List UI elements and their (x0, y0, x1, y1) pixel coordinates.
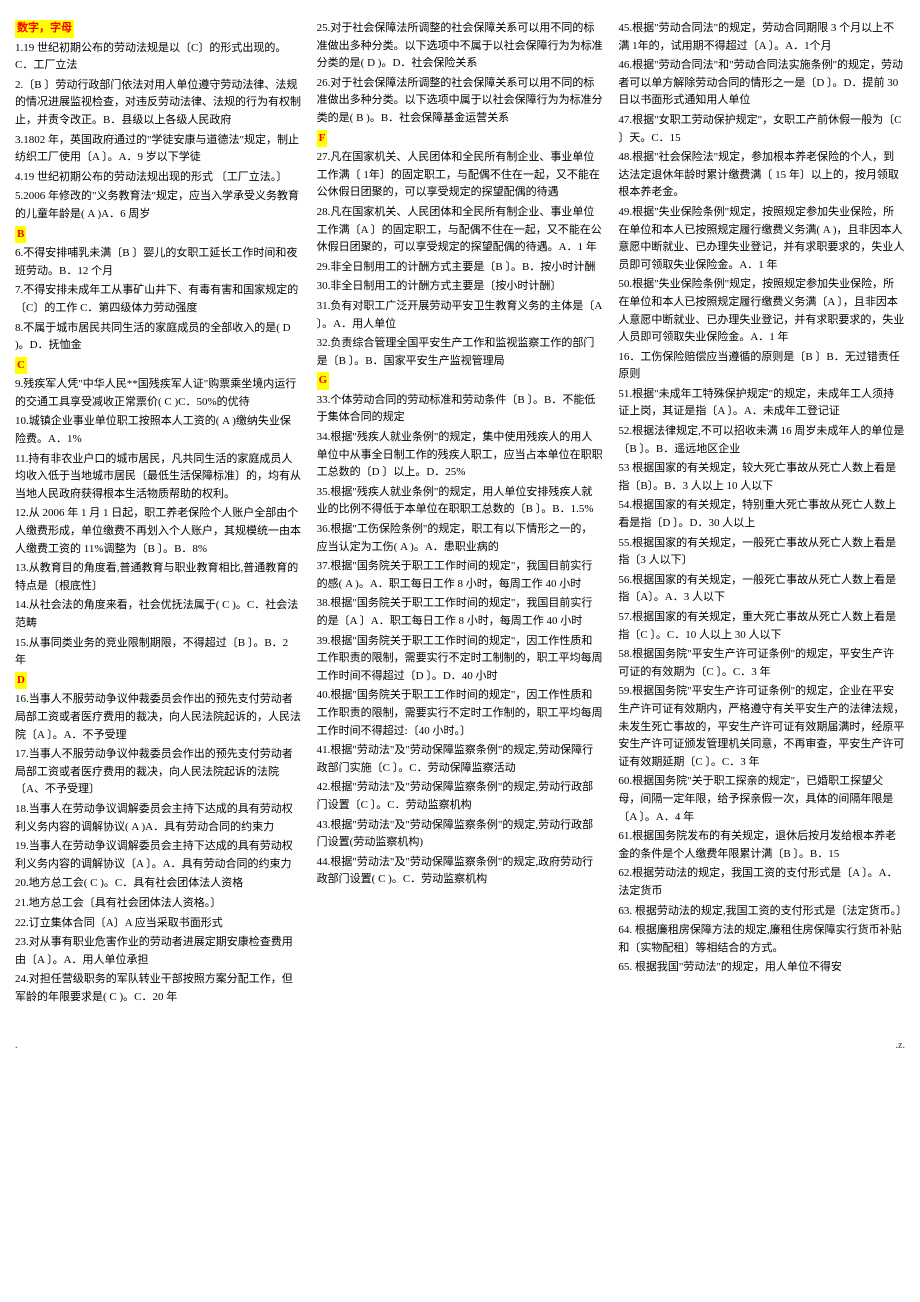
section-header: F (317, 130, 604, 148)
document-columns: 数字，字母1.19 世纪初期公布的劳动法规是以〔C〕的形式出现的。C．工厂立法2… (15, 20, 905, 1008)
question-item: 17.当事人不服劳动争议仲裁委员会作出的预先支付劳动者局部工资或者医疗费用的裁决… (15, 746, 302, 799)
question-item: 38.根据"国务院关于职工工作时间的规定"，我国目前实行的是〔A 〕A．职工每日… (317, 595, 604, 630)
question-item: 16．工伤保险赔偿应当遵循的原则是〔B 〕B．无过错责任原则 (618, 349, 905, 384)
question-item: 26.对于社会保障法所调整的社会保障关系可以用不同的标准做出多种分类。以下选项中… (317, 75, 604, 128)
page-footer: . .z. (15, 1038, 905, 1054)
question-item: 53 根据国家的有关规定，较大死亡事故从死亡人数上看是指〔B〕。B．3 人以上 … (618, 460, 905, 495)
section-letter: F (317, 130, 328, 148)
question-item: 48.根据"社会保险法"规定，参加根本养老保险的个人，到达法定退休年龄时累计缴费… (618, 149, 905, 202)
question-item: 20.地方总工会( C )。C．具有社会团体法人资格 (15, 875, 302, 893)
question-item: 59.根据国务院"平安生产许可证条例"的规定，企业在平安生产许可证有效期内，严格… (618, 683, 905, 771)
section-letter: C (15, 357, 27, 375)
question-item: 8.不属于城市居民共同生活的家庭成员的全部收入的是( D )。D．抚恤金 (15, 320, 302, 355)
question-item: 54.根据国家的有关规定，特别重大死亡事故从死亡人数上看是指〔D 〕。D．30 … (618, 497, 905, 532)
question-item: 39.根据"国务院关于职工工作时间的规定"，因工作性质和工作职责的限制，需要实行… (317, 633, 604, 686)
question-item: 31.负有对职工广泛开展劳动平安卫生教育义务的主体是〔A 〕。A．用人单位 (317, 298, 604, 333)
section-header: 数字，字母 (15, 20, 302, 38)
question-item: 50.根据"失业保险条例"规定，按照规定参加失业保险，所在单位和本人已按照规定履… (618, 276, 905, 346)
question-item: 21.地方总工会〔具有社会团体法人资格。〕 (15, 895, 302, 913)
question-item: 35.根据"残疾人就业条例"的规定，用人单位安排残疾人就业的比例不得低于本单位在… (317, 484, 604, 519)
section-letter: 数字，字母 (15, 20, 74, 38)
question-item: 23.对从事有职业危害作业的劳动者进展定期安康检查费用由〔A 〕。A．用人单位承… (15, 934, 302, 969)
section-header: C (15, 357, 302, 375)
column-1: 数字，字母1.19 世纪初期公布的劳动法规是以〔C〕的形式出现的。C．工厂立法2… (15, 20, 302, 1008)
question-item: 34.根据"残疾人就业条例"的规定，集中使用残疾人的用人单位中从事全日制工作的残… (317, 429, 604, 482)
question-item: 4.19 世纪初期公布的劳动法规出现的形式 〔工厂立法。〕 (15, 169, 302, 187)
footer-right: .z. (896, 1038, 905, 1054)
question-item: 37.根据"国务院关于职工工作时间的规定"，我国目前实行的感( A )。A．职工… (317, 558, 604, 593)
question-item: 24.对担任营级职务的军队转业干部按照方案分配工作，但军龄的年限要求是( C )… (15, 971, 302, 1006)
question-item: 62.根据劳动法的规定，我国工资的支付形式是〔A 〕。A．法定货币 (618, 865, 905, 900)
question-item: 41.根据"劳动法"及"劳动保障监察条例"的规定,劳动保障行政部门实施〔C 〕。… (317, 742, 604, 777)
question-item: 11.持有非农业户口的城市居民，凡共同生活的家庭成员人均收入低于当地城市居民〔最… (15, 451, 302, 504)
question-item: 61.根据国务院发布的有关规定，退休后按月发给根本养老金的条件是个人缴费年限累计… (618, 828, 905, 863)
question-item: 63. 根据劳动法的规定,我国工资的支付形式是〔法定货币。〕 (618, 903, 905, 921)
question-item: 58.根据国务院"平安生产许可证条例"的规定，平安生产许可证的有效期为〔C 〕。… (618, 646, 905, 681)
question-item: 1.19 世纪初期公布的劳动法规是以〔C〕的形式出现的。C．工厂立法 (15, 40, 302, 75)
question-item: 60.根据国务院"关于职工探亲的规定"，已婚职工探望父母，间隔一定年限，给予探亲… (618, 773, 905, 826)
footer-left: . (15, 1038, 18, 1054)
question-item: 10.城镇企业事业单位职工按照本人工资的( A )缴纳失业保险费。A．1% (15, 413, 302, 448)
question-item: 56.根据国家的有关规定，一般死亡事故从死亡人数上看是指〔A〕。A．3 人以下 (618, 572, 905, 607)
question-item: 51.根据"未成年工特殊保护规定"的规定，未成年工人须持证上岗，其证是指〔A 〕… (618, 386, 905, 421)
section-letter: B (15, 226, 26, 244)
question-item: 14.从社会法的角度来看，社会优抚法属于( C )。C．社会法范畴 (15, 597, 302, 632)
question-item: 42.根据"劳动法"及"劳动保障监察条例"的规定,劳动行政部门设置〔C 〕。C．… (317, 779, 604, 814)
question-item: 29.非全日制用工的计酬方式主要是〔B 〕。B．按小时计酬 (317, 259, 604, 277)
question-item: 49.根据"失业保险条例"规定，按照规定参加失业保险，所在单位和本人已按照规定履… (618, 204, 905, 274)
question-item: 55.根据国家的有关规定，一般死亡事故从死亡人数上看是指〔3 人以下〕 (618, 535, 905, 570)
question-item: 44.根据"劳动法"及"劳动保障监察条例"的规定,政府劳动行政部门设置( C )… (317, 854, 604, 889)
question-item: 52.根据法律规定,不可以招收未满 16 周岁未成年人的单位是〔B 〕。B．遥远… (618, 423, 905, 458)
question-item: 16.当事人不服劳动争议仲裁委员会作出的预先支付劳动者局部工资或者医疗费用的裁决… (15, 691, 302, 744)
question-item: 57.根据国家的有关规定，重大死亡事故从死亡人数上看是指〔C 〕。C．10 人以… (618, 609, 905, 644)
question-item: 25.对于社会保障法所调整的社会保障关系可以用不同的标准做出多种分类。以下选项中… (317, 20, 604, 73)
question-item: 33.个体劳动合同的劳动标准和劳动条件〔B 〕。B．不能低于集体合同的规定 (317, 392, 604, 427)
question-item: 12.从 2006 年 1 月 1 日起，职工养老保险个人账户全部由个人缴费形成… (15, 505, 302, 558)
section-letter: D (15, 672, 27, 690)
question-item: 43.根据"劳动法"及"劳动保障监察条例"的规定,劳动行政部门设置(劳动监察机构… (317, 817, 604, 852)
question-item: 5.2006 年修改的"义务教育法"规定，应当入学承受义务教育的儿童年龄是( A… (15, 188, 302, 223)
question-item: 22.订立集体合同〔A〕A 应当采取书面形式 (15, 915, 302, 933)
question-item: 36.根据"工伤保险条例"的规定，职工有以下情形之一的，应当认定为工伤( A )… (317, 521, 604, 556)
question-item: 30.非全日制用工的计酬方式主要是〔按小时计酬〕 (317, 278, 604, 296)
question-item: 28.凡在国家机关、人民团体和全民所有制企业、事业单位工作满〔A 〕的固定职工，… (317, 204, 604, 257)
question-item: 19.当事人在劳动争议调解委员会主持下达成的具有劳动权利义务内容的调解协议〔A … (15, 838, 302, 873)
section-header: G (317, 372, 604, 390)
question-item: 9.残疾军人凭"中华人民**国残疾军人证"购票乘坐境内运行的交通工具享受减收正常… (15, 376, 302, 411)
question-item: 6.不得安排哺乳未满〔B 〕婴儿的女职工延长工作时间和夜班劳动。B．12 个月 (15, 245, 302, 280)
question-item: 18.当事人在劳动争议调解委员会主持下达成的具有劳动权利义务内容的调解协议( A… (15, 801, 302, 836)
section-header: D (15, 672, 302, 690)
question-item: 2.〔B 〕劳动行政部门依法对用人单位遵守劳动法律、法规的情况进展监视检查，对违… (15, 77, 302, 130)
question-item: 13.从教育目的角度看,普通教育与职业教育相比,普通教育的特点是〔根底性〕 (15, 560, 302, 595)
question-item: 32.负责综合管理全国平安生产工作和监视监察工作的部门是〔B 〕。B．国家平安生… (317, 335, 604, 370)
question-item: 15.从事同类业务的竞业限制期限，不得超过〔B 〕。B．2 年 (15, 635, 302, 670)
question-item: 45.根据"劳动合同法"的规定，劳动合同期限 3 个月以上不满 1年的，试用期不… (618, 20, 905, 55)
column-3: 45.根据"劳动合同法"的规定，劳动合同期限 3 个月以上不满 1年的，试用期不… (618, 20, 905, 1008)
question-item: 47.根据"女职工劳动保护规定"，女职工产前休假一般为〔C 〕天。C．15 (618, 112, 905, 147)
question-item: 64. 根据廉租房保障方法的规定,廉租住房保障实行货币补贴和〔实物配租〕等相结合… (618, 922, 905, 957)
question-item: 46.根据"劳动合同法"和"劳动合同法实施条例"的规定，劳动者可以单方解除劳动合… (618, 57, 905, 110)
question-item: 3.1802 年，英国政府通过的"学徒安康与道德法"规定，制止纺织工厂使用〔A … (15, 132, 302, 167)
question-item: 7.不得安排未成年工从事矿山井下、有毒有害和国家规定的〔C〕的工作 C．第四级体… (15, 282, 302, 317)
question-item: 65. 根据我国"劳动法"的规定，用人单位不得安 (618, 959, 905, 977)
section-letter: G (317, 372, 330, 390)
section-header: B (15, 226, 302, 244)
question-item: 27.凡在国家机关、人民团体和全民所有制企业、事业单位工作满〔 1年〕的固定职工… (317, 149, 604, 202)
question-item: 40.根据"国务院关于职工工作时间的规定"，因工作性质和工作职责的限制，需要实行… (317, 687, 604, 740)
column-2: 25.对于社会保障法所调整的社会保障关系可以用不同的标准做出多种分类。以下选项中… (317, 20, 604, 1008)
